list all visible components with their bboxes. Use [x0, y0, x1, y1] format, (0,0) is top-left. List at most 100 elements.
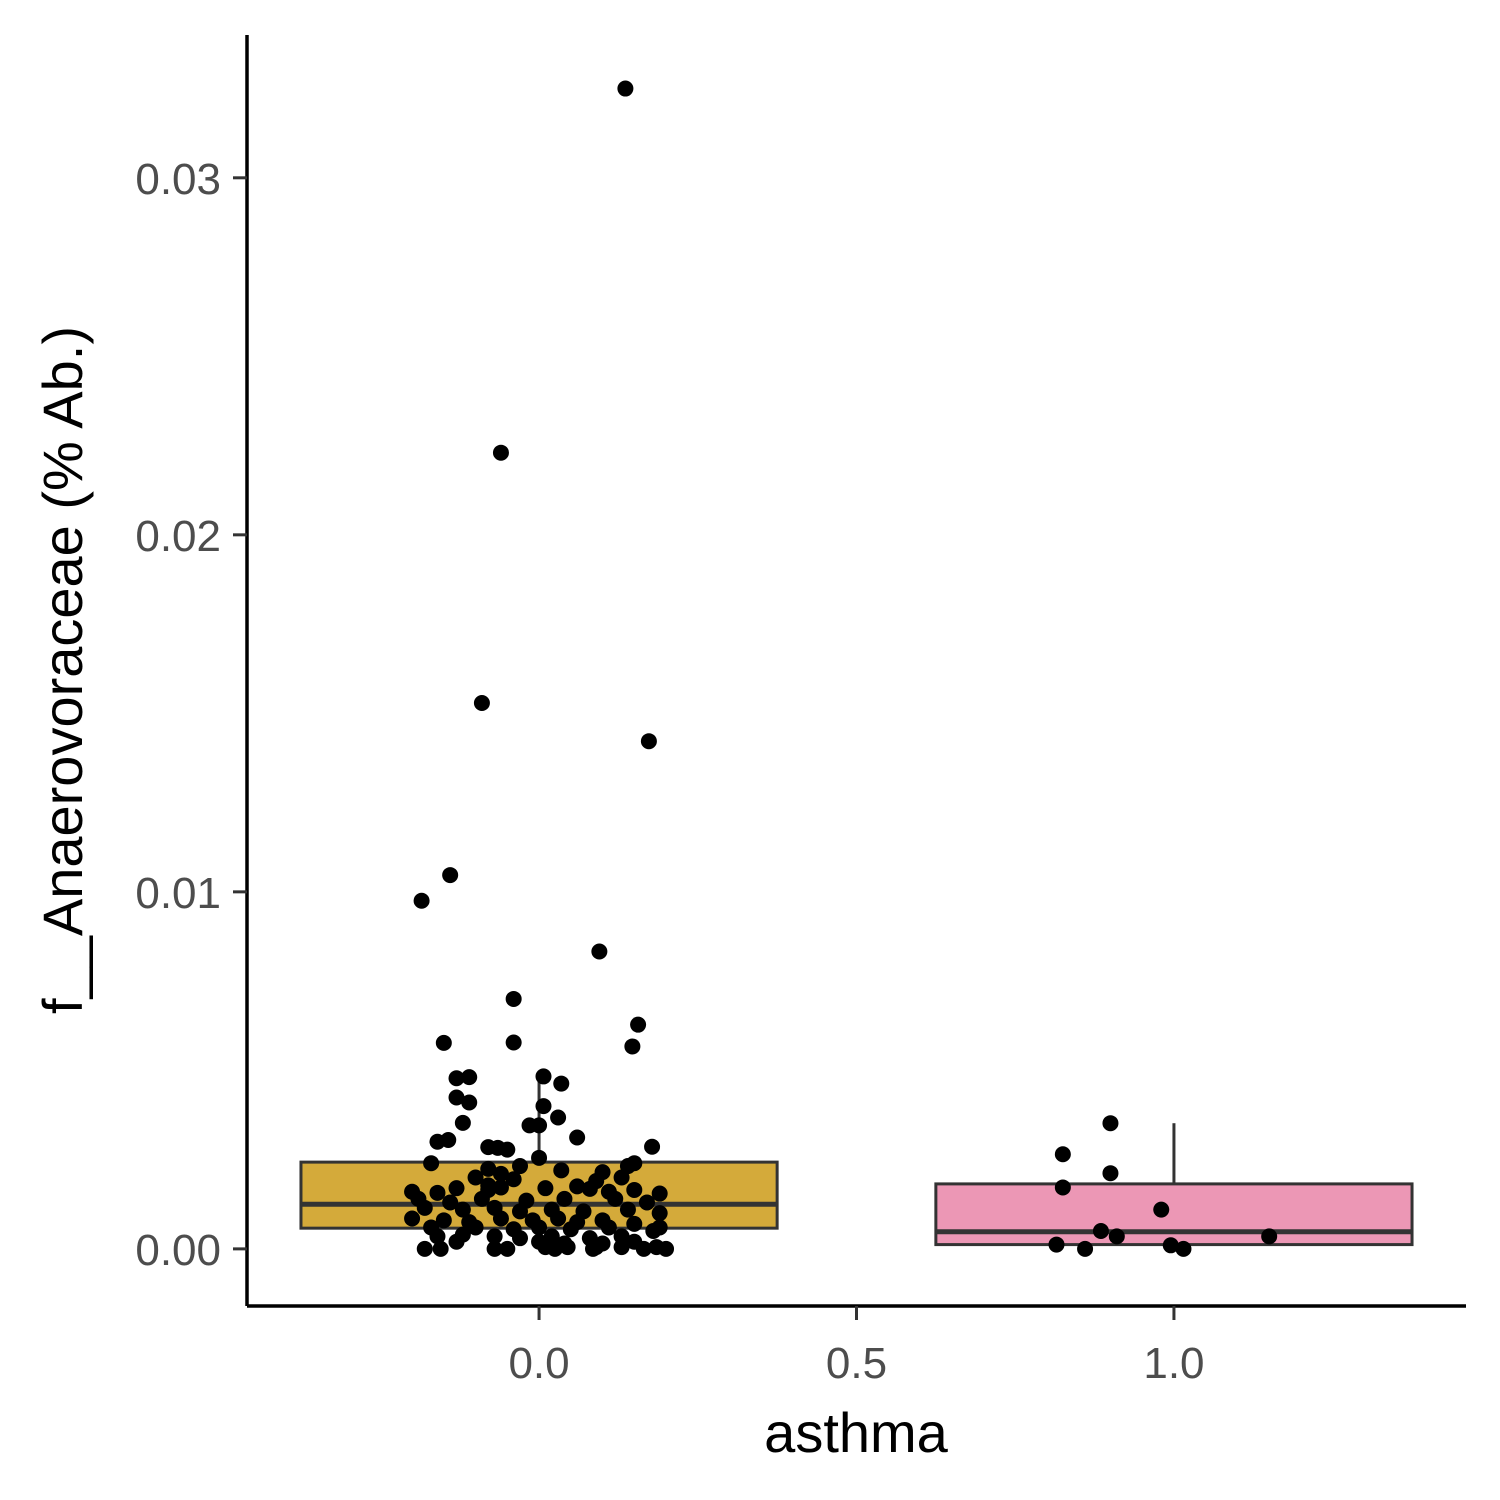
data-point-0-84: [562, 1221, 579, 1238]
data-point-0-83: [531, 1219, 548, 1236]
box-1: [934, 1182, 1414, 1247]
data-point-0-102: [499, 1240, 516, 1257]
data-point-0-5: [413, 892, 430, 909]
data-point-0-35: [480, 1160, 497, 1177]
y-tick-label-3: 0.03: [135, 155, 221, 204]
x-axis-title: asthma: [764, 1401, 948, 1464]
data-point-0-89: [486, 1228, 503, 1245]
data-point-0-20: [454, 1114, 471, 1131]
data-point-0-109: [635, 1240, 652, 1257]
data-point-0-90: [512, 1230, 529, 1247]
data-point-1-8: [1048, 1236, 1065, 1253]
data-point-0-41: [613, 1169, 630, 1186]
axes-layer: 0.00 0.01 0.02 0.03 0.0 0.5 1.0: [135, 35, 1466, 1388]
data-point-0-14: [461, 1069, 478, 1086]
x-tick-label-2: 1.0: [1143, 1339, 1204, 1388]
data-point-0-4: [442, 867, 459, 884]
data-point-0-53: [626, 1181, 643, 1198]
data-point-0-7: [505, 990, 522, 1007]
data-point-0-73: [492, 1210, 509, 1227]
data-point-0-45: [429, 1184, 446, 1201]
data-point-0-65: [512, 1203, 529, 1220]
data-point-0-2: [473, 694, 490, 711]
data-point-0-15: [553, 1075, 570, 1092]
data-point-1-4: [1153, 1201, 1170, 1218]
y-tick-label-2: 0.02: [135, 512, 221, 561]
data-point-1-1: [1054, 1146, 1071, 1163]
data-point-0-68: [619, 1201, 636, 1218]
data-point-1-9: [1077, 1240, 1094, 1257]
data-point-0-12: [535, 1068, 552, 1085]
data-point-0-46: [448, 1180, 465, 1197]
data-point-0-8: [630, 1016, 647, 1033]
data-point-0-70: [404, 1210, 421, 1227]
data-point-0-85: [600, 1219, 617, 1236]
data-point-1-10: [1162, 1237, 1179, 1254]
data-point-0-9: [435, 1034, 452, 1051]
data-point-0-100: [432, 1240, 449, 1257]
data-point-0-101: [486, 1240, 503, 1257]
y-axis-title: f__Anaerovoraceae (% Ab.): [31, 326, 94, 1014]
data-point-0-54: [651, 1185, 668, 1202]
data-point-0-10: [505, 1034, 522, 1051]
data-point-0-1: [492, 444, 509, 461]
data-point-0-69: [651, 1205, 668, 1222]
data-point-1-6: [1108, 1228, 1125, 1245]
data-point-0-71: [435, 1212, 452, 1229]
data-point-0-57: [473, 1190, 490, 1207]
data-point-0-94: [448, 1233, 465, 1250]
data-point-1-3: [1054, 1179, 1071, 1196]
data-point-0-28: [499, 1141, 516, 1158]
data-point-0-61: [638, 1194, 655, 1211]
x-tick-label-1: 0.5: [826, 1339, 887, 1388]
data-point-0-40: [505, 1171, 522, 1188]
data-point-0-32: [512, 1158, 529, 1175]
data-point-0-99: [416, 1240, 433, 1257]
data-point-0-51: [581, 1180, 598, 1197]
data-point-0-36: [492, 1165, 509, 1182]
data-point-1-0: [1102, 1115, 1119, 1132]
data-point-0-19: [550, 1109, 567, 1126]
data-point-0-86: [645, 1223, 662, 1240]
data-point-0-22: [531, 1117, 548, 1134]
data-point-0-3: [640, 733, 657, 750]
data-point-1-5: [1092, 1223, 1109, 1240]
data-point-0-49: [537, 1180, 554, 1197]
data-point-0-16: [448, 1089, 465, 1106]
data-point-0-31: [423, 1155, 440, 1172]
data-point-0-0: [617, 80, 634, 97]
data-point-0-30: [531, 1149, 548, 1166]
data-point-1-2: [1102, 1165, 1119, 1182]
data-point-0-56: [442, 1194, 459, 1211]
y-tick-label-1: 0.01: [135, 869, 221, 918]
data-point-0-63: [454, 1201, 471, 1218]
data-point-0-39: [467, 1169, 484, 1186]
data-point-0-37: [553, 1162, 570, 1179]
data-point-0-17: [461, 1094, 478, 1111]
data-point-0-87: [429, 1228, 446, 1245]
data-point-0-11: [624, 1038, 641, 1055]
data-point-0-50: [569, 1178, 586, 1195]
data-point-0-24: [440, 1131, 457, 1148]
data-point-0-75: [550, 1210, 567, 1227]
data-point-0-111: [658, 1240, 675, 1257]
data-point-0-48: [492, 1179, 509, 1196]
y-tick-label-0: 0.00: [135, 1226, 221, 1275]
data-point-0-105: [559, 1239, 576, 1256]
data-point-0-108: [613, 1239, 630, 1256]
data-point-0-29: [644, 1138, 661, 1155]
data-point-0-104: [546, 1240, 563, 1257]
data-point-0-13: [448, 1070, 465, 1087]
data-point-1-11: [1175, 1240, 1192, 1257]
x-tick-label-0: 0.0: [508, 1339, 569, 1388]
data-point-0-60: [607, 1190, 624, 1207]
data-point-0-81: [467, 1219, 484, 1236]
data-point-0-59: [556, 1190, 573, 1207]
data-point-0-6: [591, 943, 608, 960]
data-point-0-107: [588, 1239, 605, 1256]
data-point-0-25: [569, 1129, 586, 1146]
data-point-0-18: [535, 1098, 552, 1115]
data-point-0-62: [416, 1199, 433, 1216]
points-layer: [404, 80, 1278, 1257]
